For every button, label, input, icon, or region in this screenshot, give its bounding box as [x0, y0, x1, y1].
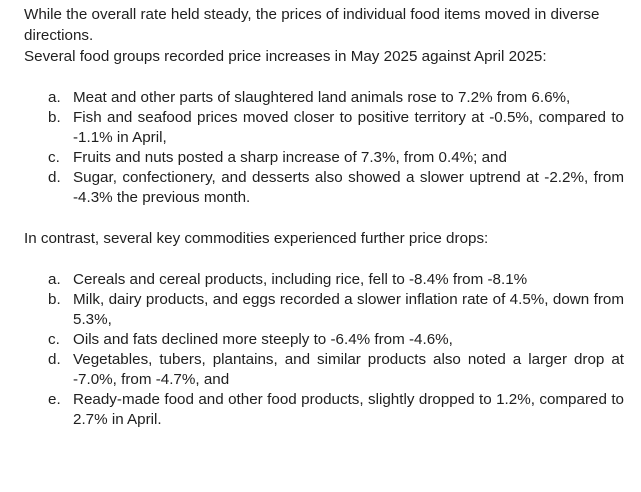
list-item-text: Fish and seafood prices moved closer to … — [73, 109, 624, 146]
list-item-text: Ready-made food and other food products,… — [73, 391, 624, 428]
list-item-text: Cereals and cereal products, including r… — [73, 271, 528, 288]
list-marker: b. — [48, 291, 61, 308]
list-item: b. Fish and seafood prices moved closer … — [24, 108, 624, 148]
list-item-text: Vegetables, tubers, plantains, and simil… — [73, 351, 624, 388]
increases-intro-paragraph: Several food groups recorded price incre… — [24, 48, 547, 65]
list-item-text: Fruits and nuts posted a sharp increase … — [73, 149, 507, 166]
list-item: d. Vegetables, tubers, plantains, and si… — [24, 350, 624, 390]
list-item-text: Oils and fats declined more steeply to -… — [73, 331, 453, 348]
drops-list: a. Cereals and cereal products, includin… — [24, 270, 624, 430]
list-marker: a. — [48, 271, 61, 288]
list-item: b. Milk, dairy products, and eggs record… — [24, 290, 624, 330]
increases-list: a. Meat and other parts of slaughtered l… — [24, 88, 624, 208]
list-item-text: Milk, dairy products, and eggs recorded … — [73, 291, 624, 328]
list-item: c. Oils and fats declined more steeply t… — [24, 330, 624, 350]
list-marker: c. — [48, 149, 60, 166]
drops-intro-paragraph: In contrast, several key commodities exp… — [24, 230, 489, 247]
list-marker: c. — [48, 331, 60, 348]
list-marker: d. — [48, 169, 61, 186]
list-item: e. Ready-made food and other food produc… — [24, 390, 624, 430]
list-item-text: Meat and other parts of slaughtered land… — [73, 89, 571, 106]
intro-paragraph: While the overall rate held steady, the … — [24, 6, 600, 44]
list-marker: a. — [48, 89, 61, 106]
list-item: a. Cereals and cereal products, includin… — [24, 270, 624, 290]
list-marker: e. — [48, 391, 61, 408]
list-item: c. Fruits and nuts posted a sharp increa… — [24, 148, 624, 168]
list-item: d. Sugar, confectionery, and desserts al… — [24, 168, 624, 208]
list-marker: b. — [48, 109, 61, 126]
list-item: a. Meat and other parts of slaughtered l… — [24, 88, 624, 108]
list-item-text: Sugar, confectionery, and desserts also … — [73, 169, 624, 206]
document-body: While the overall rate held steady, the … — [24, 4, 624, 430]
list-marker: d. — [48, 351, 61, 368]
